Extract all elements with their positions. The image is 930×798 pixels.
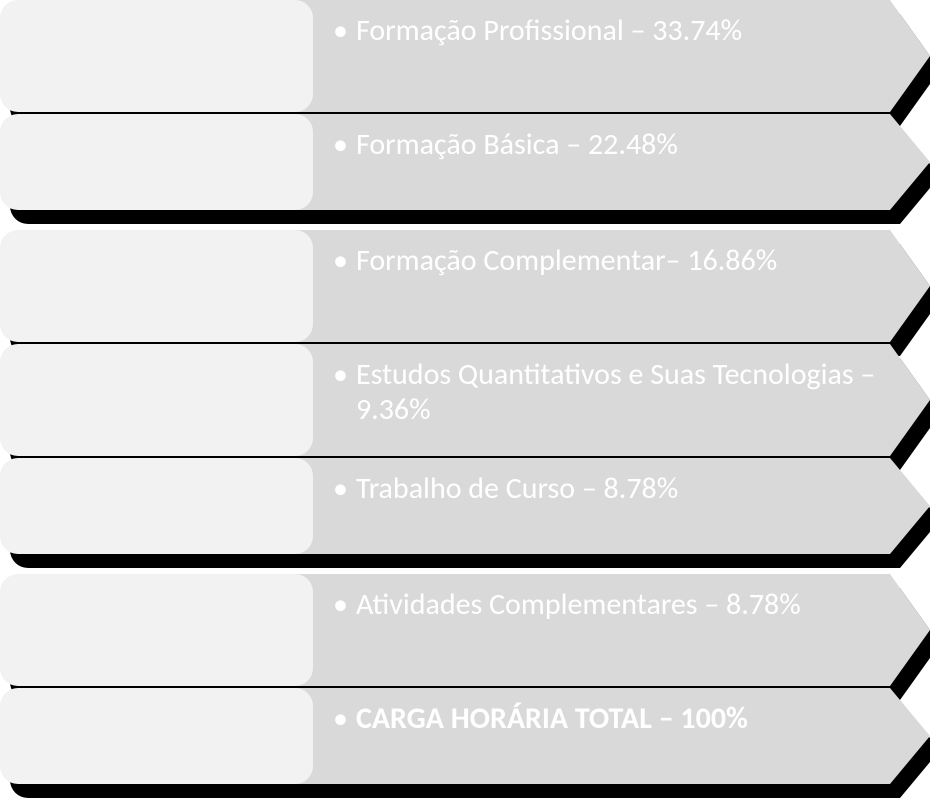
bullet-icon: •: [333, 130, 348, 160]
row-label: Estudos Quantitativos e Suas Tecnologias…: [356, 358, 880, 427]
category-tab: [0, 0, 313, 112]
category-tab: [0, 574, 313, 686]
arrow: • Formação Básica – 22.48%: [293, 114, 930, 210]
row-label: Formação Profissional – 33.74%: [356, 14, 742, 49]
arrow: • Estudos Quantitativos e Suas Tecnologia…: [293, 344, 930, 456]
diagram-row: • Formação Profissional – 33.74%: [0, 0, 930, 112]
diagram-row: • Formação Complementar– 16.86%: [0, 230, 930, 342]
row-label-wrap: • Trabalho de Curso – 8.78%: [333, 466, 880, 507]
diagram-rows: • Formação Profissional – 33.74% • Formação…: [0, 0, 930, 784]
bullet-icon: •: [333, 590, 348, 620]
bullet-icon: •: [333, 16, 348, 46]
arrow: • Formação Profissional – 33.74%: [293, 0, 930, 112]
bullet-icon: •: [333, 704, 348, 734]
category-tab: [0, 458, 313, 554]
arrow: • Formação Complementar– 16.86%: [293, 230, 930, 342]
bullet-icon: •: [333, 246, 348, 276]
row-label: Trabalho de Curso – 8.78%: [356, 472, 678, 507]
row-label-wrap: • Formação Profissional – 33.74%: [333, 8, 880, 49]
row-label-wrap: • Formação Básica – 22.48%: [333, 122, 880, 163]
category-tab: [0, 230, 313, 342]
row-label: Atividades Complementares – 8.78%: [356, 588, 801, 623]
arrow: • Atividades Complementares – 8.78%: [293, 574, 930, 686]
category-tab: [0, 688, 313, 784]
row-label: CARGA HORÁRIA TOTAL – 100%: [356, 702, 748, 737]
category-tab: [0, 344, 313, 456]
bullet-icon: •: [333, 360, 348, 390]
diagram-row: • Formação Básica – 22.48%: [0, 114, 930, 210]
row-label-wrap: • Atividades Complementares – 8.78%: [333, 582, 880, 623]
arrow: • Trabalho de Curso – 8.78%: [293, 458, 930, 554]
row-label: Formação Básica – 22.48%: [356, 128, 678, 163]
row-label-wrap: • Estudos Quantitativos e Suas Tecnologia…: [333, 352, 880, 427]
diagram-row: • Trabalho de Curso – 8.78%: [0, 458, 930, 554]
diagram-row: • Estudos Quantitativos e Suas Tecnologia…: [0, 344, 930, 456]
bullet-icon: •: [333, 474, 348, 504]
diagram-row: • Atividades Complementares – 8.78%: [0, 574, 930, 686]
arrow: • CARGA HORÁRIA TOTAL – 100%: [293, 688, 930, 784]
diagram-row: • CARGA HORÁRIA TOTAL – 100%: [0, 688, 930, 784]
row-label-wrap: • CARGA HORÁRIA TOTAL – 100%: [333, 696, 880, 737]
row-label: Formação Complementar– 16.86%: [356, 244, 777, 279]
row-label-wrap: • Formação Complementar– 16.86%: [333, 238, 880, 279]
category-tab: [0, 114, 313, 210]
